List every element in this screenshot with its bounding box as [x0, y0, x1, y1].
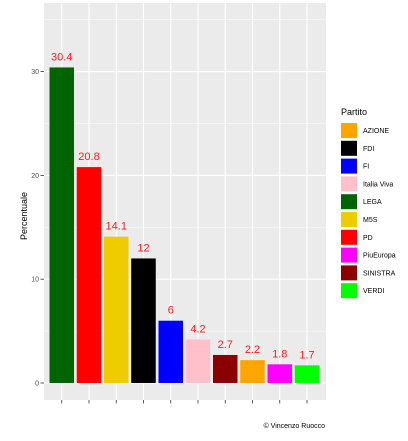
- legend-swatch: [341, 247, 357, 263]
- legend-label: LEGA: [363, 199, 382, 206]
- data-label: 12: [137, 242, 149, 254]
- bar-italia-viva: [185, 339, 211, 383]
- legend-swatch: [341, 283, 357, 299]
- bar-fi: [158, 320, 183, 383]
- bar-piueuropa: [267, 364, 292, 383]
- legend-label: FDI: [363, 146, 374, 153]
- credit-caption: © Vincenzo Ruocco: [264, 422, 326, 430]
- legend-swatch: [341, 158, 357, 174]
- bar-sinistra: [213, 354, 238, 383]
- bar-azione: [240, 360, 265, 383]
- bar-verdi: [294, 365, 320, 383]
- data-label: 6: [168, 305, 174, 317]
- data-label: 2.2: [245, 344, 260, 356]
- legend-swatch: [341, 229, 357, 245]
- legend-swatch: [341, 265, 357, 281]
- legend-label: PD: [363, 235, 373, 242]
- data-label: 20.8: [78, 151, 99, 163]
- data-label: 14.1: [106, 221, 127, 233]
- y-tick-label: 0: [35, 381, 39, 388]
- legend-label: M5S: [363, 217, 378, 224]
- legend-title: Partito: [341, 107, 367, 117]
- legend-swatch: [341, 123, 357, 138]
- legend-label: AZIONE: [363, 128, 389, 135]
- legend-label: Italia Viva: [363, 181, 393, 188]
- bar-m5s: [104, 236, 129, 383]
- y-tick-label: 20: [31, 173, 39, 180]
- legend-swatch: [341, 194, 357, 210]
- data-label: 1.7: [299, 349, 314, 361]
- data-label: 4.2: [190, 323, 205, 335]
- legend-label: SINISTRA: [363, 270, 396, 277]
- legend-swatch: [341, 176, 357, 192]
- legend: Partito AZIONE FDI FI Italia Viva LEGA M5S PD Pi…: [341, 107, 396, 299]
- bar-pd: [76, 167, 102, 383]
- data-label: 1.8: [272, 348, 287, 360]
- legend-label: VERDI: [363, 288, 384, 295]
- y-tick-label: 30: [31, 69, 39, 76]
- legend-label: FI: [363, 164, 369, 171]
- y-tick-label: 10: [31, 277, 39, 284]
- legend-swatch: [341, 212, 357, 227]
- legend-label: PiuEuropa: [363, 253, 396, 260]
- bar-fdi: [131, 258, 156, 383]
- y-axis-title: Percentuale: [19, 192, 29, 240]
- data-label: 30.4: [51, 51, 72, 63]
- legend-swatch: [341, 140, 357, 156]
- data-label: 2.7: [218, 339, 233, 351]
- bar-lega: [49, 67, 74, 383]
